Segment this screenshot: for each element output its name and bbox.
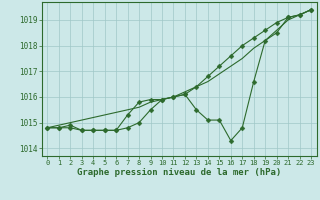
X-axis label: Graphe pression niveau de la mer (hPa): Graphe pression niveau de la mer (hPa)	[77, 168, 281, 177]
